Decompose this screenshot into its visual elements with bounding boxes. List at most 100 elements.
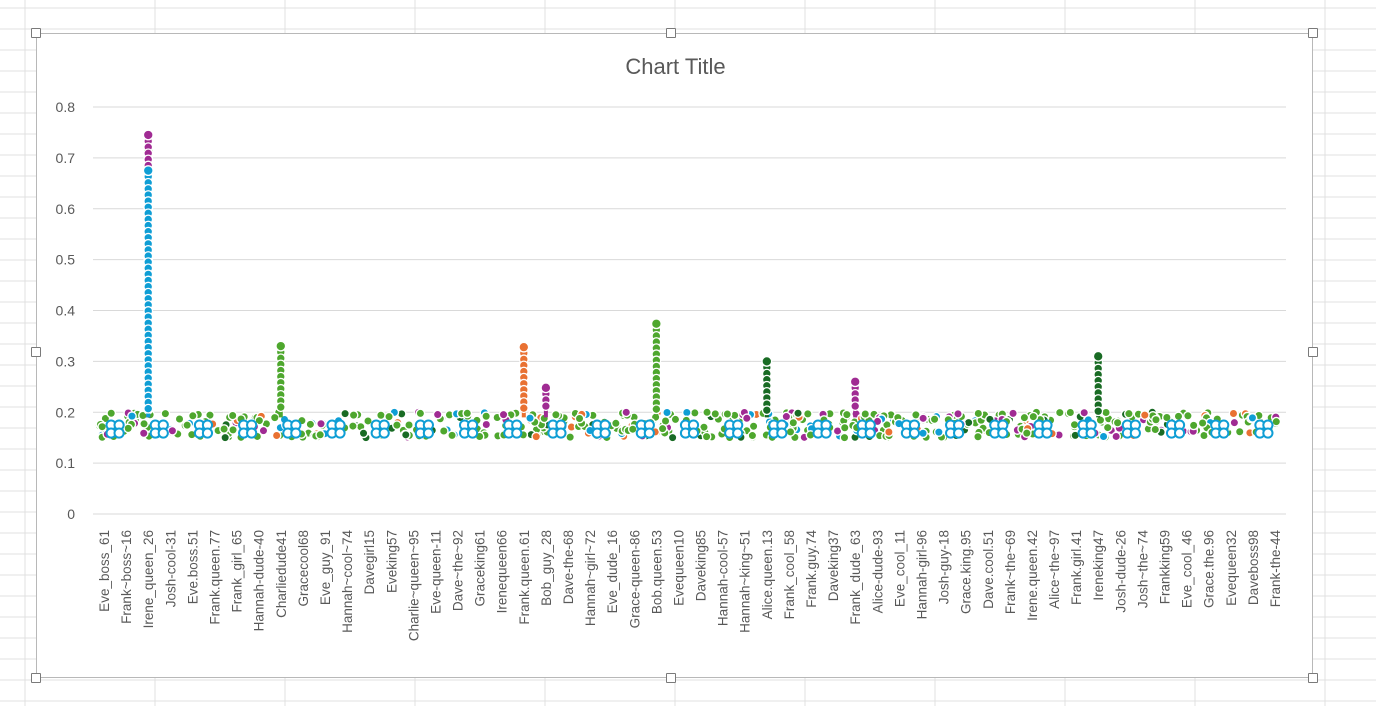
data-point[interactable] [422,427,434,439]
resize-handle-top-left[interactable] [31,28,41,38]
data-point[interactable] [841,409,852,420]
data-point[interactable] [227,410,238,421]
data-point[interactable] [447,430,457,441]
data-point[interactable] [1124,408,1134,419]
data-point[interactable] [1102,422,1113,433]
data-point[interactable] [1065,407,1076,418]
data-point[interactable] [511,427,523,439]
data-point[interactable] [157,427,169,439]
data-point[interactable] [788,417,799,428]
data-point[interactable] [1229,417,1240,428]
chart-title[interactable]: Chart Title [625,54,726,79]
data-point[interactable] [525,413,535,424]
data-point[interactable] [1262,427,1274,439]
data-point[interactable] [802,408,813,419]
resize-handle-bottom-left[interactable] [31,673,41,683]
chart-area[interactable]: Chart Title 0 0.1 0.2 0.3 0.4 0.5 0.6 0.7 0.8 Eve… [36,33,1313,678]
data-point[interactable] [275,402,286,413]
data-point[interactable] [860,409,871,419]
data-point[interactable] [747,430,758,441]
data-point[interactable] [348,410,359,420]
data-point[interactable] [1069,419,1080,430]
resize-handle-bottom-right[interactable] [1308,673,1318,683]
data-point[interactable] [143,403,154,414]
data-point[interactable] [1173,411,1184,422]
data-point-peak[interactable] [540,382,552,394]
data-point[interactable] [687,427,700,439]
data-point[interactable] [1085,427,1097,439]
data-point-peak[interactable] [275,340,287,352]
data-point[interactable] [376,410,386,421]
data-point[interactable] [415,408,426,419]
data-point-peak[interactable] [142,129,154,141]
data-point[interactable] [651,404,662,415]
series-markers-highlight[interactable] [105,419,1274,439]
data-point[interactable] [820,427,832,439]
resize-handle-bottom-center[interactable] [666,673,676,683]
data-point[interactable] [732,427,744,439]
data-point[interactable] [555,427,567,439]
data-point[interactable] [741,413,752,424]
resize-handle-top-right[interactable] [1308,28,1318,38]
data-point[interactable] [271,430,282,441]
resize-handle-middle-left[interactable] [31,347,41,357]
data-point[interactable] [1054,407,1065,418]
data-point[interactable] [702,407,712,418]
data-point[interactable] [432,409,443,420]
plot-area[interactable]: 0 0.1 0.2 0.3 0.4 0.5 0.6 0.7 0.8 Eve_boss_61 Fran… [37,34,1314,679]
data-point[interactable] [139,418,149,429]
data-point[interactable] [481,419,492,430]
data-point[interactable] [498,409,509,420]
data-point[interactable] [953,427,965,439]
data-point[interactable] [1228,408,1239,419]
data-point[interactable] [1101,407,1111,418]
data-point[interactable] [378,427,390,439]
data-point[interactable] [1234,426,1245,437]
data-point[interactable] [205,410,215,421]
data-point[interactable] [269,412,280,423]
data-point[interactable] [1095,415,1106,425]
data-point[interactable] [106,408,117,419]
data-point[interactable] [793,408,803,419]
data-point[interactable] [1197,418,1208,428]
data-point[interactable] [599,427,611,439]
data-point-peak[interactable] [518,341,530,353]
data-point[interactable] [220,432,231,443]
data-point[interactable] [997,427,1009,439]
data-point[interactable] [689,408,700,418]
data-point[interactable] [839,422,850,433]
data-point[interactable] [138,428,149,439]
data-point-peak[interactable] [1092,350,1104,362]
data-point[interactable] [290,427,302,439]
data-point[interactable] [363,416,373,426]
data-point[interactable] [334,427,346,439]
data-point[interactable] [182,420,193,431]
data-point[interactable] [404,420,414,430]
data-point[interactable] [540,401,551,412]
data-point[interactable] [340,408,350,419]
data-point[interactable] [400,429,411,440]
data-point[interactable] [254,415,265,426]
data-point[interactable] [657,423,668,434]
data-point[interactable] [113,427,125,439]
data-point[interactable] [1129,427,1141,439]
data-point[interactable] [305,419,316,430]
data-point[interactable] [1139,410,1150,420]
data-point[interactable] [781,411,792,422]
data-point[interactable] [258,425,269,436]
data-point[interactable] [1041,427,1053,439]
data-point[interactable] [392,420,402,431]
data-point[interactable] [438,426,449,436]
data-point[interactable] [1079,407,1090,418]
data-point[interactable] [1161,412,1172,423]
data-point[interactable] [918,413,929,424]
data-point[interactable] [518,403,529,414]
data-point[interactable] [933,427,944,438]
data-point[interactable] [160,408,171,419]
data-point[interactable] [167,425,178,436]
data-point[interactable] [701,431,712,442]
data-point[interactable] [662,407,672,418]
data-point[interactable] [710,408,721,419]
data-point[interactable] [1111,431,1122,442]
data-point[interactable] [1151,414,1161,425]
